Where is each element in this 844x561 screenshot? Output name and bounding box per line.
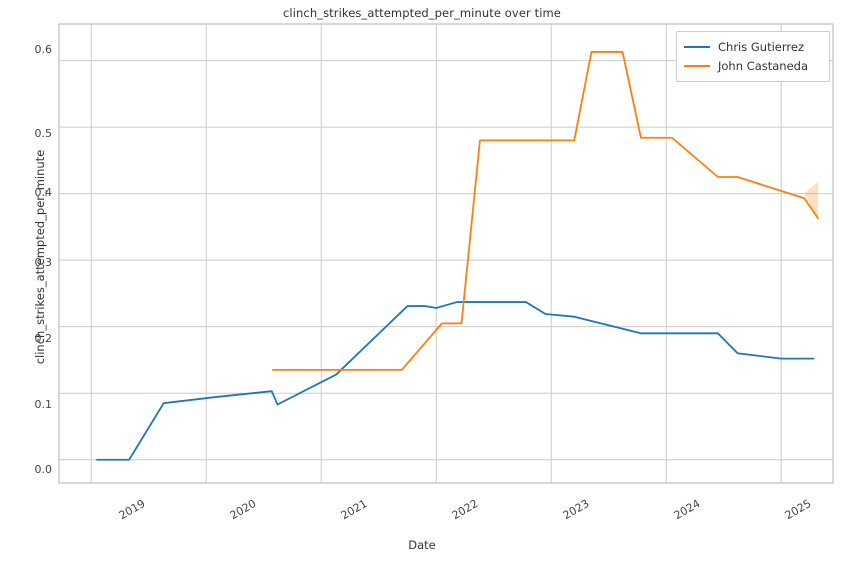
- y-tick-label: 0.3: [34, 256, 53, 269]
- legend-label-series-1: Chris Gutierrez: [718, 39, 804, 54]
- legend: Chris Gutierrez John Castaneda: [676, 31, 830, 82]
- data-series-lines: [96, 51, 819, 461]
- plot-area-background: [58, 23, 834, 484]
- chart-title: clinch_strikes_attempted_per_minute over…: [283, 6, 561, 20]
- x-gridlines: [90, 24, 782, 483]
- y-tick-label: 0.4: [34, 186, 53, 199]
- uncertainty-band: [804, 181, 819, 219]
- y-tick-label: 0.2: [34, 332, 53, 345]
- y-tick-label: 0.6: [34, 43, 53, 56]
- y-tick-label: 0.5: [34, 127, 53, 140]
- legend-label-series-2: John Castaneda: [718, 58, 808, 73]
- uncertainty-band-area: [804, 181, 819, 219]
- legend-item-series-1[interactable]: Chris Gutierrez: [684, 37, 822, 56]
- legend-color-swatch-series-2: [684, 64, 710, 67]
- series-line-2: [272, 51, 819, 371]
- legend-item-series-2[interactable]: John Castaneda: [684, 56, 822, 75]
- y-tick-label: 0.1: [34, 398, 53, 411]
- legend-color-swatch-series-1: [684, 45, 710, 48]
- x-axis-label: Date: [408, 538, 436, 552]
- y-axis-tick-labels: 0.0 0.1 0.2 0.3 0.4 0.5 0.6: [0, 0, 53, 561]
- series-line-1: [96, 301, 815, 461]
- y-tick-label: 0.0: [34, 463, 53, 476]
